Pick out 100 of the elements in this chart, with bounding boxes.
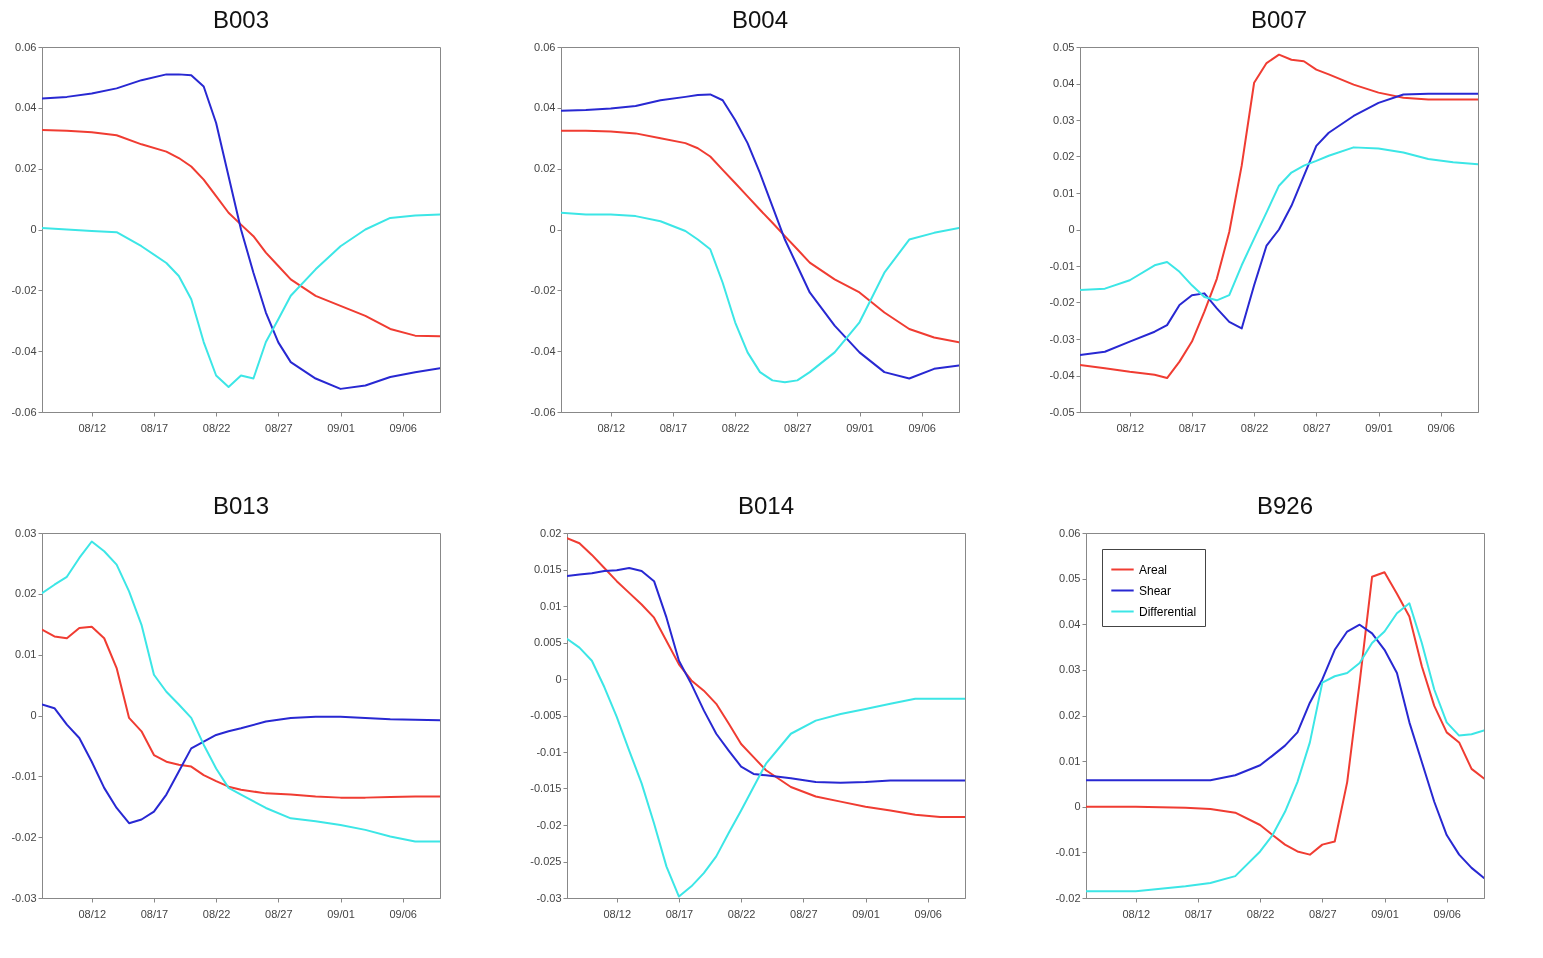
- y-tick-label: 0.02: [540, 526, 562, 539]
- y-tick-label: -0.02: [1049, 296, 1075, 308]
- y-tick-label: 0.06: [15, 40, 37, 53]
- y-tick-label: -0.03: [1049, 332, 1075, 345]
- line-series: [42, 129, 440, 338]
- x-tick-label: 08/12: [78, 907, 107, 920]
- line-series: [42, 73, 440, 390]
- y-tick-label: 0.01: [1059, 754, 1081, 767]
- y-tick-label: -0.03: [536, 891, 562, 904]
- y-tick-label: -0.06: [11, 405, 37, 418]
- y-tick-label: 0.02: [1053, 150, 1075, 162]
- y-tick-label: 0.05: [1053, 40, 1075, 53]
- y-tick-label: 0.03: [1053, 113, 1075, 126]
- line-series: [42, 703, 440, 825]
- x-tick-label: 08/22: [202, 421, 231, 434]
- line-series: [1080, 53, 1478, 380]
- y-tick-label: -0.015: [530, 782, 562, 794]
- x-tick-label: 08/27: [265, 421, 293, 434]
- y-tick-label: 0.02: [1059, 709, 1081, 721]
- x-tick-label: 08/22: [202, 907, 231, 920]
- y-tick-label: -0.01: [1049, 259, 1075, 272]
- x-tick-label: 09/01: [1371, 907, 1399, 920]
- x-tick-label: 09/01: [846, 421, 874, 434]
- x-tick-label: 09/06: [389, 907, 417, 920]
- x-tick-label: 09/06: [1433, 907, 1461, 920]
- y-tick-label: 0.01: [540, 599, 562, 612]
- line-series: [561, 211, 959, 384]
- y-tick-label: -0.02: [11, 830, 37, 843]
- y-tick-label: 0.04: [15, 101, 37, 114]
- y-tick-label: -0.06: [530, 405, 556, 418]
- chart-title: B003: [212, 6, 270, 33]
- x-tick-label: 09/01: [327, 907, 355, 920]
- x-tick-label: 08/22: [721, 421, 750, 434]
- y-tick-label: -0.04: [530, 344, 556, 357]
- y-tick-label: -0.02: [1055, 891, 1081, 904]
- y-tick-label: 0: [555, 672, 562, 685]
- y-tick-label: 0.04: [1059, 617, 1081, 630]
- y-tick-label: -0.02: [11, 283, 37, 296]
- line-series: [567, 537, 965, 818]
- x-tick-label: 09/01: [852, 907, 880, 920]
- y-tick-label: 0.03: [1059, 663, 1081, 676]
- x-tick-label: 08/22: [1246, 907, 1275, 920]
- y-tick-label: 0: [30, 223, 37, 235]
- y-tick-label: 0.02: [15, 162, 37, 175]
- x-tick-label: 08/12: [603, 907, 632, 920]
- y-tick-label: 0.005: [533, 636, 562, 648]
- y-tick-label: 0.02: [15, 587, 37, 600]
- y-tick-label: -0.02: [530, 283, 556, 296]
- x-tick-label: 08/17: [659, 421, 688, 434]
- y-tick-label: -0.01: [536, 745, 562, 758]
- x-tick-label: 09/06: [1427, 421, 1455, 434]
- y-tick-label: 0.015: [533, 563, 562, 575]
- y-tick-label: -0.02: [536, 818, 562, 831]
- chart-title: B007: [1250, 6, 1308, 33]
- x-tick-label: 08/27: [1309, 907, 1337, 920]
- y-tick-label: 0.04: [1053, 77, 1075, 89]
- y-tick-label: 0.01: [1053, 186, 1075, 199]
- y-tick-label: -0.005: [530, 709, 562, 721]
- line-series: [42, 213, 440, 389]
- x-tick-label: 08/27: [265, 907, 293, 920]
- legend-label: Shear: [1139, 583, 1172, 598]
- x-tick-label: 08/22: [727, 907, 756, 920]
- line-series: [561, 129, 959, 344]
- x-tick-label: 09/01: [1365, 421, 1393, 434]
- y-tick-label: 0: [1074, 800, 1081, 813]
- chart-title: B926: [1256, 492, 1314, 519]
- x-tick-label: 08/12: [78, 421, 107, 434]
- x-tick-label: 09/06: [908, 421, 936, 434]
- x-tick-label: 08/17: [665, 907, 694, 920]
- line-series: [567, 567, 965, 784]
- x-tick-label: 08/17: [140, 907, 169, 920]
- y-tick-label: 0.06: [1059, 526, 1081, 539]
- line-series: [567, 637, 965, 898]
- chart-title: B013: [212, 492, 270, 519]
- y-tick-label: 0.06: [534, 40, 556, 53]
- x-tick-label: 08/12: [1116, 421, 1145, 434]
- line-series: [42, 540, 440, 843]
- x-tick-label: 08/27: [1303, 421, 1331, 434]
- y-tick-label: -0.04: [1049, 369, 1075, 381]
- legend-label: Areal: [1139, 562, 1168, 577]
- line-series: [42, 625, 440, 799]
- y-tick-label: -0.01: [1055, 845, 1081, 858]
- y-tick-label: 0: [549, 223, 556, 235]
- x-tick-label: 08/17: [140, 421, 169, 434]
- x-tick-label: 08/17: [1184, 907, 1213, 920]
- x-tick-label: 08/27: [790, 907, 818, 920]
- y-tick-label: -0.05: [1049, 405, 1075, 418]
- x-tick-label: 09/01: [327, 421, 355, 434]
- x-tick-label: 08/12: [597, 421, 626, 434]
- y-tick-label: -0.03: [11, 891, 37, 904]
- chart-title: B004: [731, 6, 789, 33]
- line-series: [1080, 92, 1478, 357]
- y-tick-label: 0: [1068, 223, 1075, 235]
- x-tick-label: 08/17: [1178, 421, 1207, 434]
- chart-title: B014: [737, 492, 795, 519]
- x-tick-label: 08/12: [1122, 907, 1151, 920]
- y-tick-label: 0.02: [534, 162, 556, 175]
- y-tick-label: 0.01: [15, 648, 37, 661]
- x-tick-label: 08/27: [784, 421, 812, 434]
- legend-label: Differential: [1139, 604, 1197, 619]
